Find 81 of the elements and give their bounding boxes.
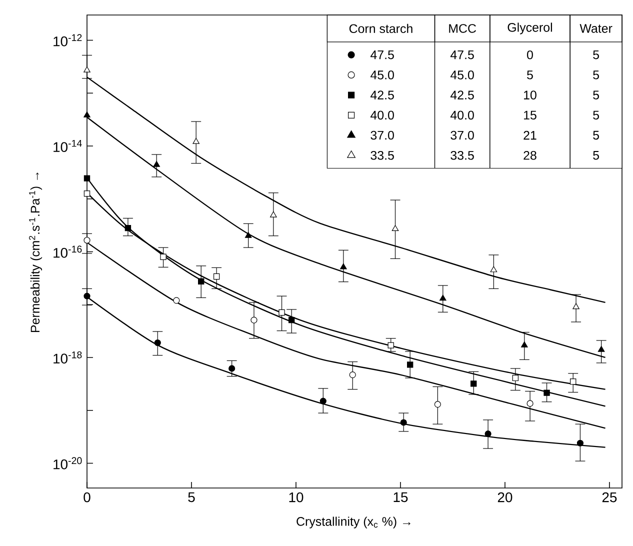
x-tick-label: 25 [602,492,617,502]
annotation: 0 [527,50,533,60]
point [288,316,295,324]
annotation: 5 [593,70,599,80]
annotation: 28 [524,150,536,160]
annotation: 33.5 [450,150,474,160]
annotation: 37.0 [450,130,474,140]
point [407,362,414,368]
annotation: Glycerol [508,22,552,34]
legend-label: 40.0 [370,110,394,120]
point [84,66,90,72]
point [278,309,285,316]
legend-label: 45.0 [370,70,394,80]
legend-title: Corn starch [349,24,412,34]
legend-label: 42.5 [370,90,394,100]
point [173,297,180,304]
y-tick-label: 10$^{-16}$ [54,246,82,258]
x-axis-title: Crystallinity (x$_{c}$ %) → [296,516,410,528]
annotation: 5 [593,110,599,120]
x-tick-label: 20 [498,492,512,502]
legend-label: 37.0 [370,130,394,140]
point [544,390,550,396]
point [434,401,441,408]
y-axis-title: Permeability (cm$^{2}$.s$^{-1}$.Pa$^{-1}$) → [29,172,42,332]
legend-label: 47.5 [370,50,394,60]
point [512,374,519,382]
point [124,225,132,232]
point [572,303,580,310]
point [84,111,90,118]
point [84,236,90,244]
point [160,254,166,260]
point [244,232,252,238]
point [84,292,90,300]
legend-label: 33.5 [370,150,394,160]
point [84,175,90,182]
point [576,440,584,446]
point [439,294,446,301]
annotation: 10 [524,90,536,100]
annotation: Water [580,24,612,33]
y-tick-label: 10$^{-20}$ [54,457,82,470]
point [228,365,236,372]
annotation: 21 [524,130,536,140]
annotation: 5 [593,130,599,140]
y-tick-label: 10$^{-14}$ [54,140,82,152]
annotation: 5 [593,50,599,60]
point [490,266,498,272]
point [270,211,277,218]
point [470,380,477,387]
x-tick-label: 15 [394,492,408,502]
annotation: MCC [449,24,476,33]
point [84,190,90,197]
point [392,225,399,232]
x-tick-label: 0 [84,492,90,502]
annotation: 5 [527,70,533,80]
annotation: 15 [524,110,536,120]
point [154,339,161,346]
annotation: 40.0 [450,110,474,120]
point [349,372,356,378]
x-tick-label: 5 [188,492,195,502]
point [598,346,605,352]
y-tick-label: 10$^{-12}$ [54,34,82,46]
y-tick-label: 10$^{-18}$ [54,351,82,364]
point [213,273,220,280]
annotation: 45.0 [450,70,474,80]
annotation: 47.5 [450,50,474,60]
point [250,316,258,324]
point [521,341,528,348]
point [340,263,347,270]
point [320,398,326,404]
annotation: 5 [593,151,599,160]
point [192,138,200,144]
point [153,160,160,167]
x-tick-label: 10 [289,492,304,502]
point [388,342,394,348]
point [526,400,534,407]
point [400,419,407,426]
point [484,430,492,438]
point [198,278,204,284]
annotation: 5 [593,90,599,100]
point [570,378,576,385]
annotation: 42.5 [450,90,474,100]
